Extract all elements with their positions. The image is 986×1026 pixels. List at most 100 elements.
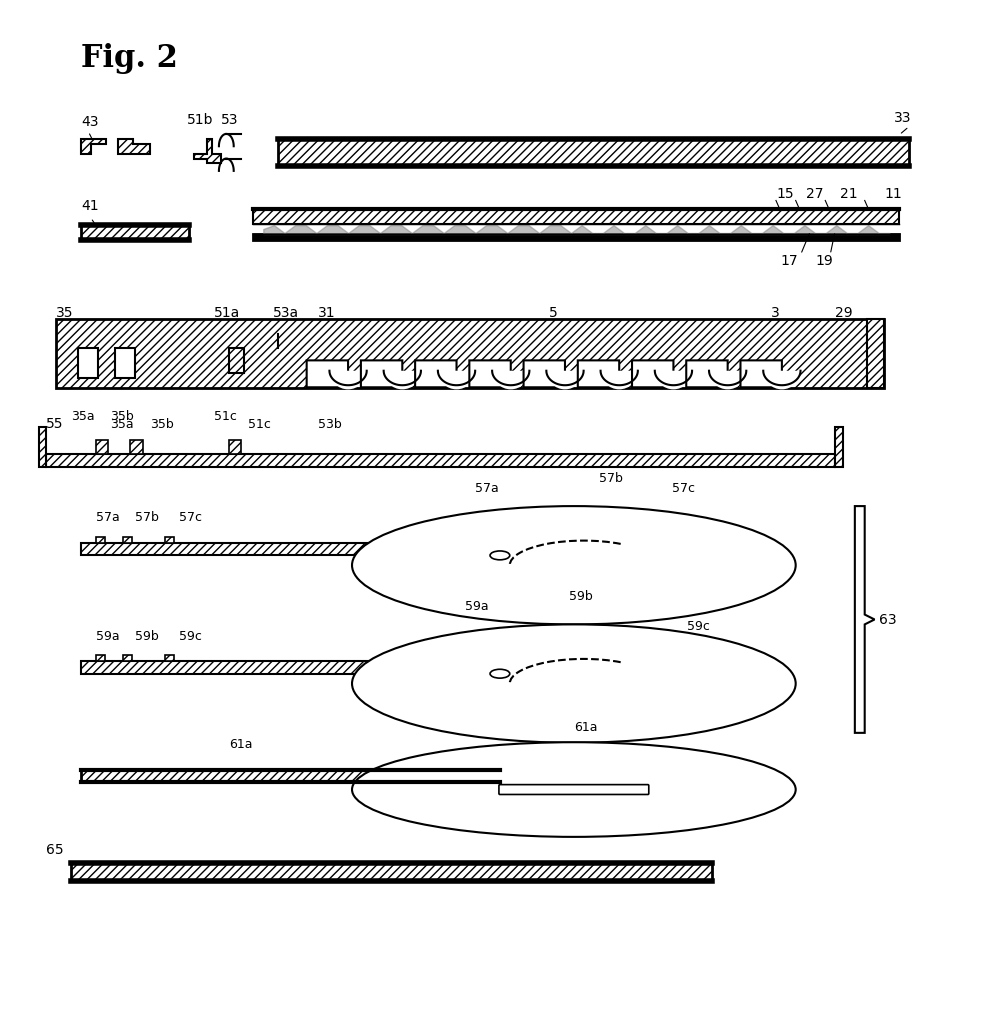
Text: 59a: 59a <box>465 600 488 613</box>
Wedge shape <box>762 371 800 390</box>
Bar <box>81 544 499 556</box>
Text: 33: 33 <box>893 111 911 124</box>
Bar <box>46 455 834 467</box>
Text: 59b: 59b <box>135 629 159 642</box>
Bar <box>81 662 499 674</box>
Text: 55: 55 <box>46 417 64 431</box>
FancyBboxPatch shape <box>469 361 510 388</box>
Text: 53a: 53a <box>273 306 299 320</box>
Text: 59c: 59c <box>179 629 202 642</box>
Text: 19: 19 <box>814 253 832 268</box>
FancyBboxPatch shape <box>523 361 564 388</box>
FancyBboxPatch shape <box>307 361 348 388</box>
Text: 3: 3 <box>770 306 779 320</box>
Text: 57b: 57b <box>135 511 159 524</box>
Bar <box>122 538 131 544</box>
Bar <box>834 428 842 467</box>
Bar <box>78 349 98 379</box>
Text: 43: 43 <box>81 115 99 129</box>
Bar <box>39 428 46 467</box>
Bar <box>71 864 711 880</box>
Text: 29: 29 <box>834 306 852 320</box>
Bar <box>46 455 834 467</box>
Bar <box>278 140 908 166</box>
Bar <box>39 428 46 467</box>
Bar <box>56 319 883 388</box>
Bar <box>253 209 898 225</box>
Bar <box>229 440 241 455</box>
Bar <box>96 538 105 544</box>
Text: Fig. 2: Fig. 2 <box>81 43 177 74</box>
Bar <box>165 656 174 662</box>
FancyBboxPatch shape <box>498 785 648 794</box>
Text: 35a: 35a <box>71 410 95 423</box>
Text: 61a: 61a <box>229 738 252 751</box>
Text: 53b: 53b <box>317 418 341 431</box>
Bar <box>130 440 142 455</box>
FancyBboxPatch shape <box>685 361 727 388</box>
Bar <box>96 440 107 455</box>
Bar <box>81 770 499 782</box>
Text: 59c: 59c <box>686 620 709 632</box>
Bar <box>229 440 241 455</box>
Text: 41: 41 <box>81 199 99 213</box>
Text: 51c: 51c <box>248 418 271 431</box>
Bar <box>253 209 898 225</box>
Text: 61a: 61a <box>573 720 597 734</box>
Bar <box>122 656 131 662</box>
Ellipse shape <box>490 551 509 560</box>
Wedge shape <box>329 371 367 390</box>
Ellipse shape <box>352 625 795 743</box>
Text: 35a: 35a <box>110 418 134 431</box>
Text: 53: 53 <box>221 113 239 127</box>
Wedge shape <box>599 371 637 390</box>
Bar <box>229 349 244 373</box>
Wedge shape <box>546 371 583 390</box>
Text: 35: 35 <box>56 306 74 320</box>
Text: 15: 15 <box>775 188 793 201</box>
Text: 57c: 57c <box>671 481 695 495</box>
FancyBboxPatch shape <box>415 361 457 388</box>
Text: 57: 57 <box>509 540 527 554</box>
Wedge shape <box>708 371 745 390</box>
Bar <box>253 234 898 240</box>
Text: 51c: 51c <box>214 410 237 423</box>
Bar <box>130 440 142 455</box>
Text: 57a: 57a <box>96 511 119 524</box>
Bar <box>867 319 883 388</box>
Wedge shape <box>438 371 474 390</box>
Bar <box>165 538 174 544</box>
FancyBboxPatch shape <box>361 361 402 388</box>
Text: 57b: 57b <box>598 472 622 484</box>
Bar <box>81 544 499 556</box>
Bar <box>96 656 105 662</box>
Text: 35b: 35b <box>150 418 174 431</box>
Bar <box>165 656 174 662</box>
Text: 31: 31 <box>317 306 335 320</box>
Text: 59a: 59a <box>96 629 119 642</box>
FancyBboxPatch shape <box>740 361 781 388</box>
Bar <box>81 226 189 240</box>
Bar <box>96 538 105 544</box>
Bar <box>165 538 174 544</box>
Polygon shape <box>81 140 106 154</box>
FancyBboxPatch shape <box>631 361 672 388</box>
Bar <box>278 140 908 166</box>
Bar <box>229 349 244 373</box>
Bar <box>81 662 499 674</box>
Bar <box>122 538 131 544</box>
Bar <box>115 349 135 379</box>
Text: 59b: 59b <box>568 590 592 603</box>
Bar <box>56 319 883 388</box>
Wedge shape <box>384 371 420 390</box>
Text: 21: 21 <box>839 188 857 201</box>
Ellipse shape <box>490 669 509 678</box>
Text: 63: 63 <box>879 613 896 627</box>
Bar <box>122 656 131 662</box>
Text: 57c: 57c <box>179 511 202 524</box>
Text: 5: 5 <box>548 306 557 320</box>
Text: 11: 11 <box>883 188 901 201</box>
Text: 27: 27 <box>805 188 822 201</box>
Bar <box>71 864 711 880</box>
Wedge shape <box>654 371 691 390</box>
